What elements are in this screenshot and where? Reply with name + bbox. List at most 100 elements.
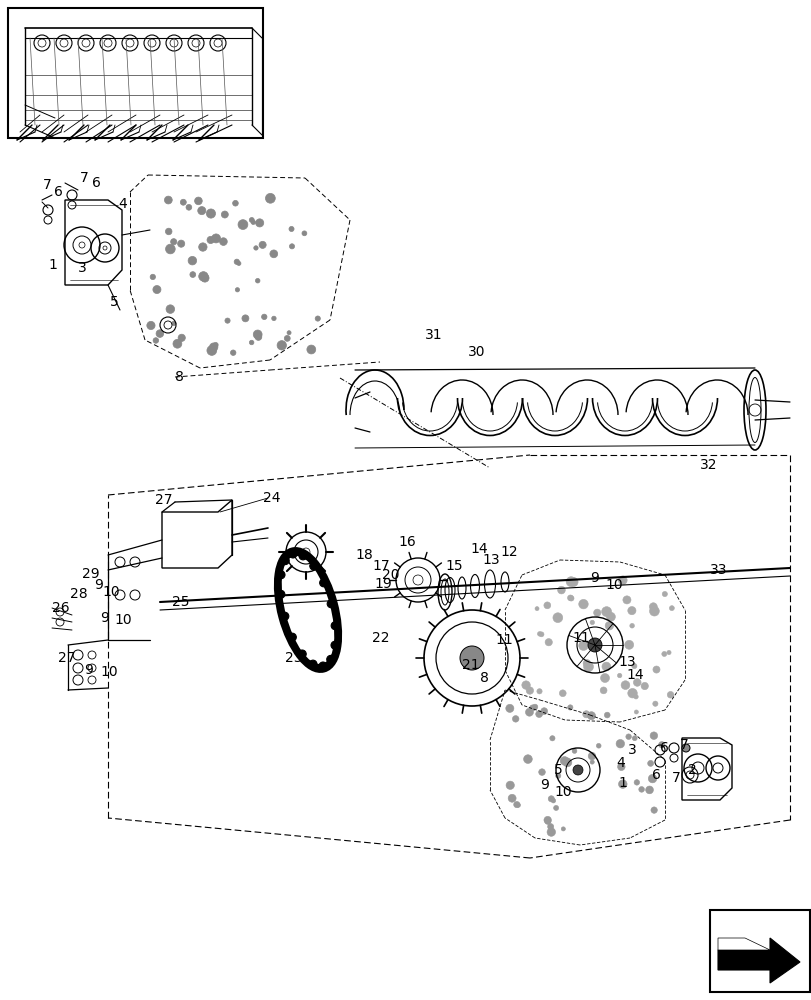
Circle shape — [540, 708, 547, 715]
Circle shape — [207, 346, 217, 355]
Circle shape — [255, 334, 261, 340]
Circle shape — [562, 758, 571, 767]
Circle shape — [601, 662, 610, 671]
Circle shape — [508, 794, 516, 802]
Circle shape — [221, 211, 228, 218]
Circle shape — [625, 734, 631, 739]
Text: 6: 6 — [659, 741, 668, 755]
Circle shape — [649, 606, 659, 616]
Text: 10: 10 — [604, 578, 622, 592]
Circle shape — [331, 622, 339, 630]
Circle shape — [505, 704, 513, 712]
Circle shape — [269, 250, 277, 258]
Circle shape — [319, 662, 327, 670]
Circle shape — [552, 613, 562, 623]
Circle shape — [567, 705, 573, 710]
Circle shape — [544, 639, 551, 646]
Circle shape — [199, 243, 207, 251]
Polygon shape — [717, 938, 799, 983]
Circle shape — [513, 801, 519, 808]
Circle shape — [662, 591, 667, 597]
Circle shape — [242, 315, 249, 322]
Circle shape — [277, 590, 285, 598]
Circle shape — [156, 330, 164, 337]
Circle shape — [622, 596, 630, 604]
Circle shape — [587, 638, 601, 652]
Text: 4: 4 — [616, 756, 624, 770]
Circle shape — [603, 712, 609, 718]
Text: 3: 3 — [78, 261, 87, 275]
Circle shape — [606, 612, 615, 621]
Text: 8: 8 — [479, 671, 488, 685]
Bar — [8, 8, 263, 138]
Circle shape — [165, 244, 175, 254]
Circle shape — [512, 716, 518, 722]
Text: 7: 7 — [672, 771, 680, 785]
Circle shape — [633, 710, 637, 714]
Circle shape — [645, 786, 653, 794]
Circle shape — [543, 602, 550, 609]
Text: 6: 6 — [651, 768, 660, 782]
Text: 11: 11 — [571, 631, 589, 645]
Circle shape — [652, 701, 657, 706]
Circle shape — [547, 828, 555, 836]
Circle shape — [326, 655, 334, 663]
Circle shape — [521, 681, 530, 689]
Circle shape — [627, 607, 635, 615]
Circle shape — [534, 607, 539, 611]
Circle shape — [582, 711, 589, 718]
Text: 25: 25 — [172, 595, 189, 609]
Circle shape — [195, 197, 202, 205]
Circle shape — [255, 219, 264, 227]
Text: 10: 10 — [114, 613, 131, 627]
Circle shape — [587, 752, 595, 760]
Text: 31: 31 — [424, 328, 442, 342]
Text: 9: 9 — [100, 611, 109, 625]
Polygon shape — [717, 938, 769, 950]
Circle shape — [165, 228, 172, 235]
Circle shape — [309, 562, 317, 570]
Circle shape — [601, 607, 611, 617]
Circle shape — [632, 736, 637, 741]
Text: 13: 13 — [617, 655, 635, 669]
Text: 3: 3 — [627, 743, 636, 757]
Circle shape — [171, 321, 176, 326]
Circle shape — [649, 603, 656, 611]
Circle shape — [559, 690, 565, 697]
Circle shape — [586, 712, 594, 720]
Circle shape — [209, 343, 217, 351]
Circle shape — [327, 600, 335, 608]
Circle shape — [666, 650, 670, 655]
Circle shape — [627, 688, 637, 698]
Circle shape — [590, 620, 594, 625]
Circle shape — [537, 632, 542, 636]
Circle shape — [207, 236, 214, 244]
Circle shape — [286, 331, 290, 335]
Circle shape — [617, 763, 624, 771]
Circle shape — [543, 816, 551, 824]
Circle shape — [650, 732, 657, 739]
Circle shape — [170, 239, 177, 245]
Text: 11: 11 — [495, 633, 512, 647]
Text: 29: 29 — [82, 567, 100, 581]
Circle shape — [590, 760, 594, 764]
Circle shape — [516, 803, 520, 807]
Circle shape — [555, 773, 560, 778]
Circle shape — [315, 316, 320, 321]
Circle shape — [549, 736, 555, 741]
Text: 9: 9 — [94, 578, 103, 592]
Text: 16: 16 — [397, 535, 415, 549]
Circle shape — [289, 244, 294, 249]
Circle shape — [505, 781, 513, 789]
Circle shape — [624, 640, 633, 649]
Text: 1: 1 — [48, 258, 57, 272]
Circle shape — [633, 695, 637, 699]
Text: 18: 18 — [354, 548, 372, 562]
Circle shape — [667, 691, 673, 698]
Circle shape — [647, 774, 656, 783]
Circle shape — [320, 579, 328, 587]
Text: 24: 24 — [263, 491, 280, 505]
Circle shape — [289, 550, 297, 558]
Circle shape — [638, 787, 644, 792]
Circle shape — [535, 711, 542, 717]
